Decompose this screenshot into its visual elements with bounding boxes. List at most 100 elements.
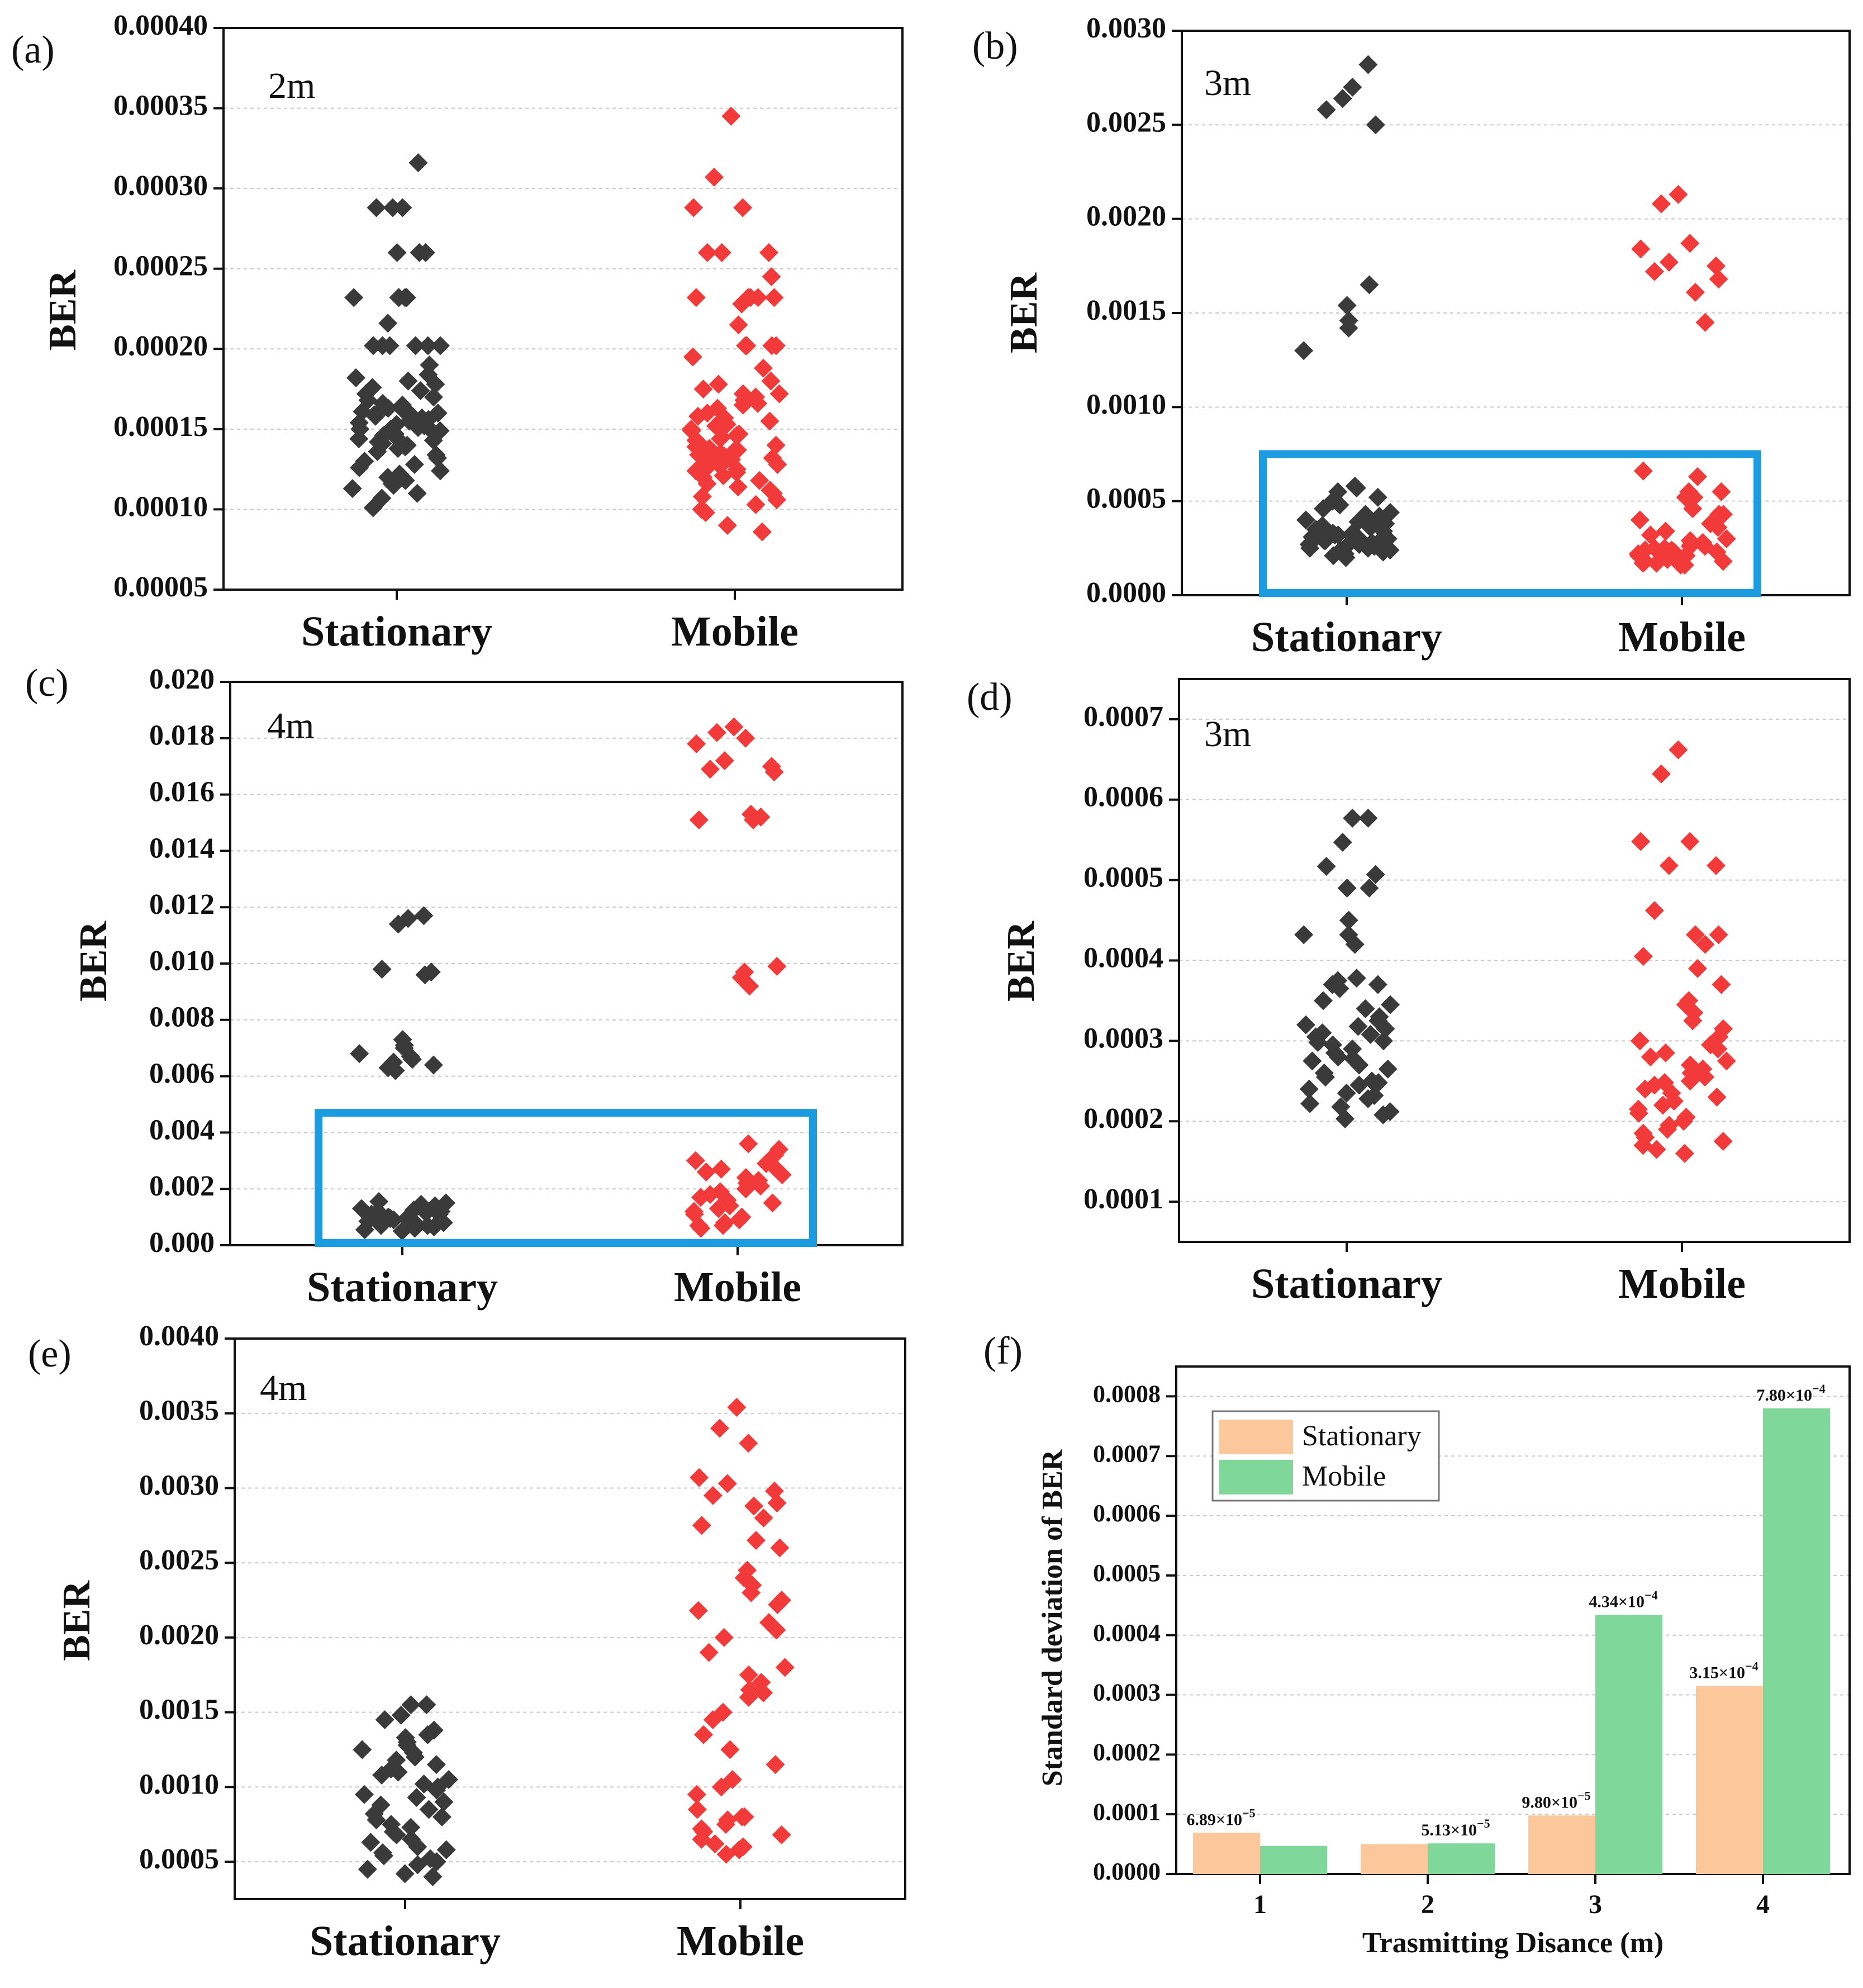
y-tick-label: 0.00025 [113,250,208,282]
stationary-point [424,1217,444,1237]
mobile-point [754,1508,773,1527]
stationary-point [388,914,408,934]
panel-c: 0.000 0.002 0.004 0.006 0.008 0.010 0.012 0.014… [25,662,904,1311]
stationary-point [418,336,438,355]
stationary-point [1345,934,1365,954]
mobile-point [711,1777,731,1797]
mobile-bar [1260,1845,1327,1874]
stationary-point [378,398,398,418]
mobile-point [1683,499,1703,519]
mobile-point [704,168,724,187]
mobile-point [1671,556,1690,575]
stationary-point [424,430,443,450]
legend-swatch [1219,1420,1293,1454]
mobile-point [1645,262,1664,281]
mobile-point [748,393,768,413]
stationary-point [1358,808,1378,828]
stationary-point [424,1055,443,1075]
stationary-point [1378,1059,1398,1079]
mobile-point [721,106,741,126]
mobile-point [775,1658,795,1677]
mobile-point [729,315,748,335]
mobile-point [692,1516,711,1535]
stationary-point [1348,1017,1368,1036]
stationary-point [419,1800,439,1819]
y-tick-label: 0.0015 [1086,295,1166,326]
bar-value-label: 9.80×10−5 [1522,1788,1590,1811]
highlight-box [315,1109,817,1247]
mobile-point [739,1134,758,1154]
stationary-point [397,288,416,307]
stationary-point [411,381,430,400]
mobile-point [1695,1067,1715,1087]
mobile-point [1695,934,1715,954]
legend-swatch [1219,1460,1293,1494]
mobile-point [1709,269,1728,289]
stationary-point [388,439,408,458]
mobile-point [687,734,706,753]
stationary-point [1337,296,1357,315]
x-axis-title: Trasmitting Disance (m) [1362,1927,1664,1959]
y-tick-label: 0.0007 [1083,701,1163,733]
stationary-point [1361,1024,1380,1044]
stationary-point [1366,115,1385,135]
stationary-point [384,476,403,495]
mobile-point [1683,1011,1703,1031]
x-tick-label: Stationary [1251,614,1442,661]
mobile-point [716,1844,736,1864]
mobile-point [716,1815,736,1834]
mobile-point [1680,234,1700,253]
mobile-point [696,1162,716,1182]
mobile-point [768,1595,787,1615]
mobile-point [762,267,781,287]
y-tick-label: 0.00005 [113,571,208,603]
mobile-point [687,1800,707,1819]
y-tick-label: 0.00040 [113,10,208,41]
mobile-point [1669,184,1688,204]
stationary-bar [1528,1815,1595,1874]
x-tick-label: Mobile [1618,1260,1746,1307]
y-tick-label: 0.004 [149,1114,215,1146]
stationary-point [1358,55,1378,74]
stationary-point [426,1755,446,1775]
stationary-point [1333,89,1352,108]
y-axis-title: Standard deviation of BER [1037,1449,1068,1786]
mobile-point [711,429,730,449]
stationary-point [1343,78,1362,97]
mobile-point [1713,1132,1733,1151]
stationary-point [1299,1079,1319,1099]
stationary-point [1347,969,1366,988]
stationary-point [346,368,365,387]
y-axis-title: BER [1000,921,1043,1002]
mobile-point [1709,925,1728,945]
stationary-point [383,198,402,217]
stationary-point [406,336,425,355]
mobile-point [1708,1039,1728,1059]
mobile-point [689,810,709,829]
y-tick-label: 0.0025 [1086,106,1166,138]
mobile-point [739,1687,758,1707]
mobile-point [687,1785,706,1804]
mobile-point [1658,1119,1677,1139]
y-tick-label: 0.0003 [1093,1679,1161,1706]
legend-label: Stationary [1302,1420,1422,1452]
mobile-point [717,1474,737,1493]
mobile-point [1633,553,1653,573]
mobile-point [690,1468,709,1487]
stationary-point [408,417,428,437]
bar-value-label: 6.89×10−5 [1186,1806,1255,1829]
y-tick-label: 0.0030 [139,1469,219,1501]
y-tick-label: 0.0005 [139,1843,219,1875]
stationary-point [427,1780,446,1800]
mobile-point [1674,1112,1694,1131]
stationary-point [1366,865,1385,884]
mobile-point [703,1710,723,1730]
panel-letter: (e) [28,1332,72,1375]
stationary-point [1314,991,1333,1010]
stationary-point [343,479,362,499]
mobile-point [714,1628,734,1647]
y-tick-label: 0.00020 [113,330,208,362]
stationary-point [1296,1015,1315,1035]
stationary-point [1324,546,1343,566]
